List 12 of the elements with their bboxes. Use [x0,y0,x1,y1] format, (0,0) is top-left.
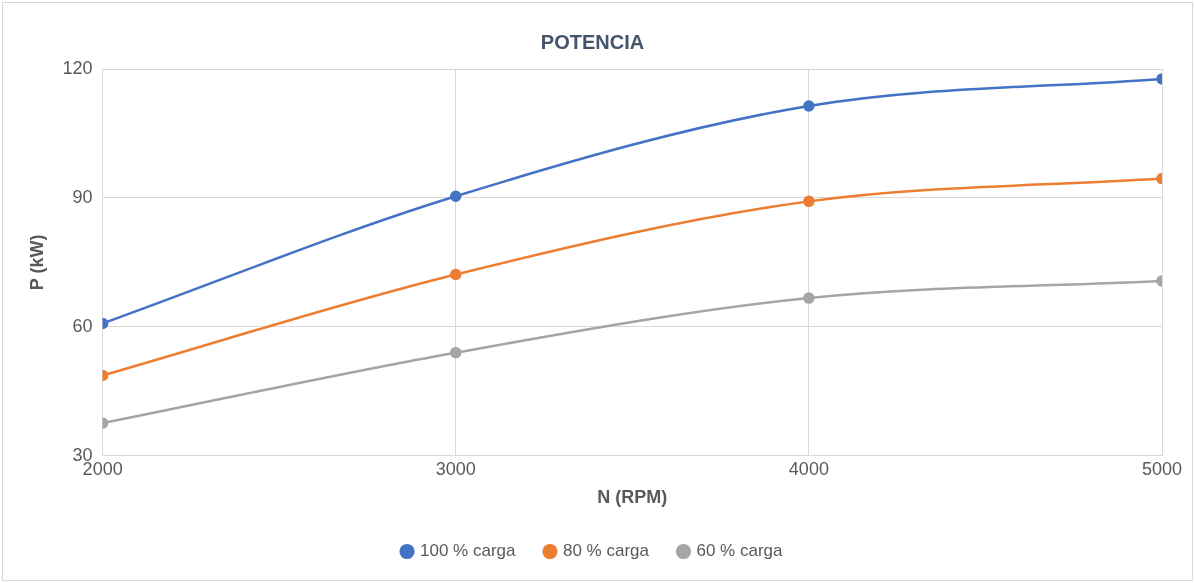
x-tick-label: 5000 [1141,458,1183,479]
y-axis-title: P (kW) [26,234,47,291]
legend-label: 100 % carga [420,541,517,561]
y-tick-label: 120 [62,57,93,78]
x-tick-label: 3000 [435,458,476,479]
x-tick-label: 4000 [788,458,829,479]
x-axis-title: N (RPM) [597,487,668,508]
legend-label: 60 % carga [696,541,784,561]
chart-title: POTENCIA [540,30,645,53]
y-tick-label: 90 [72,186,93,207]
legend-label: 80 % carga [562,541,650,561]
y-tick-label: 60 [72,315,93,336]
